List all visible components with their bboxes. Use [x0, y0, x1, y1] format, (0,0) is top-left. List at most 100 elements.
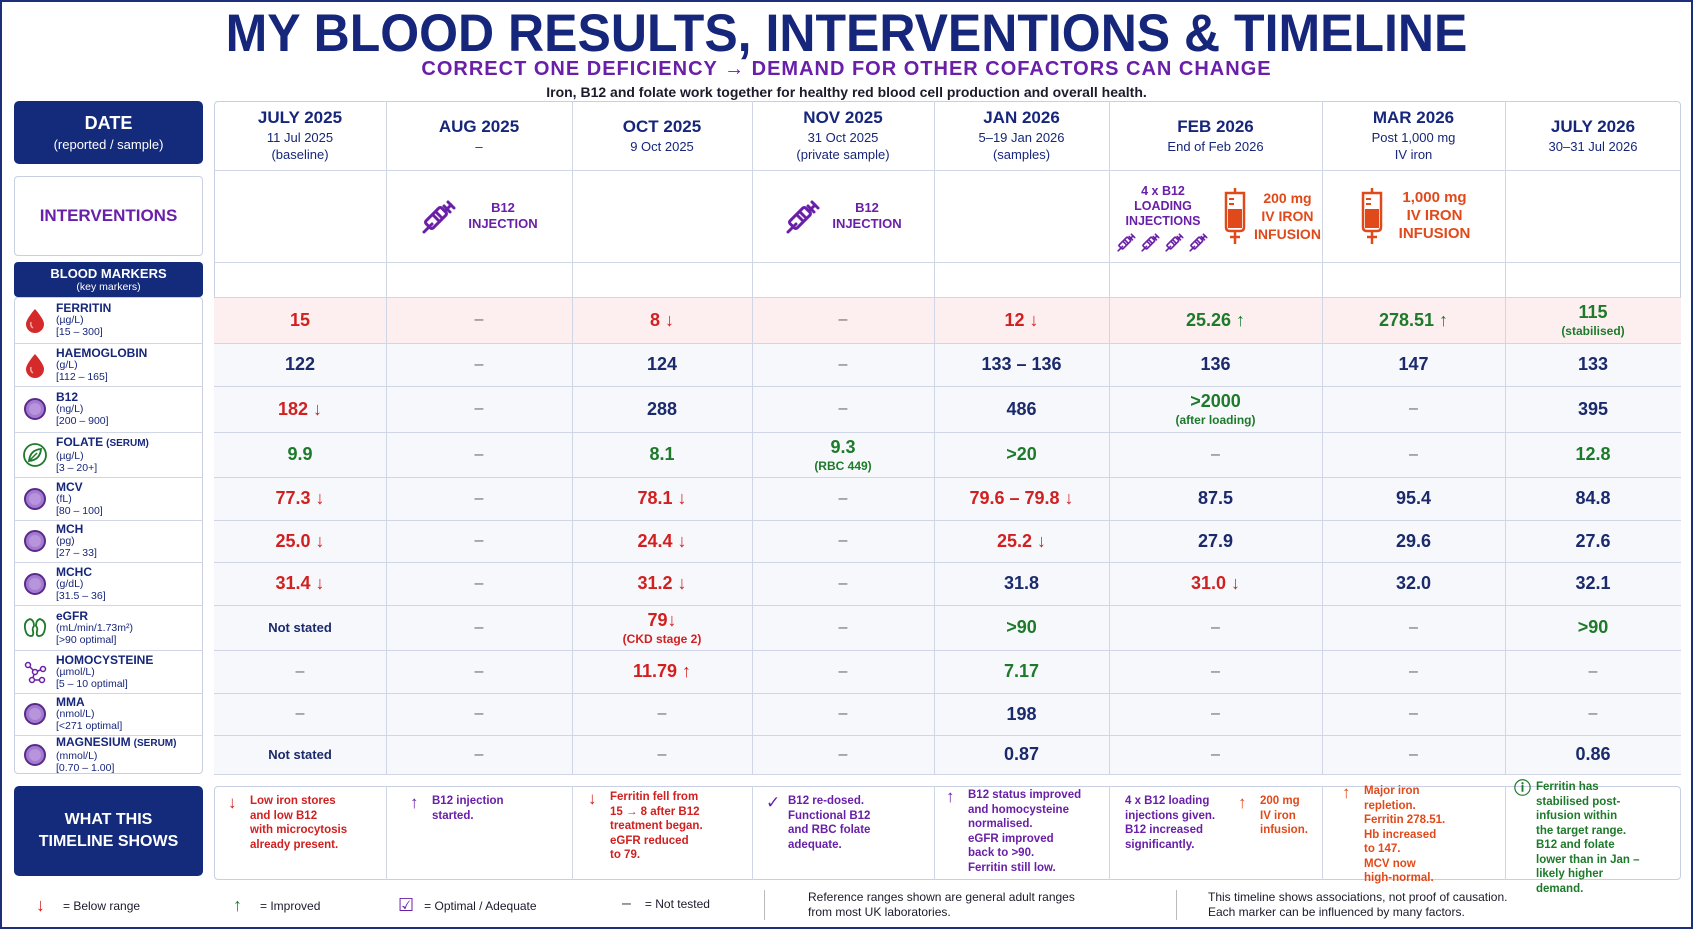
- result-value: 198: [1006, 703, 1037, 724]
- timeline-note: ↓ Ferritin fell from 15 → 8 after B12 treat…: [588, 790, 738, 863]
- timeline-label: WHAT THIS TIMELINE SHOWS: [38, 811, 179, 850]
- result-value: –: [657, 705, 667, 722]
- row-divider: [214, 605, 1681, 606]
- result-value: 77.3 ↓: [275, 488, 325, 508]
- result-cell: 31.2 ↓: [572, 562, 752, 605]
- timeline-note-line: infusion within: [1536, 810, 1618, 822]
- timeline-note: ↑ B12 injection started.: [410, 794, 560, 823]
- result-cell: 12 ↓: [934, 297, 1109, 343]
- syringe-icon: [1165, 232, 1184, 252]
- timeline-note: ✓ B12 re-dosed. Functional B12 and RBC fola…: [766, 794, 916, 852]
- result-cell: –: [752, 386, 934, 432]
- marker-name-main: MCV: [56, 479, 83, 494]
- result-cell: 31.0 ↓: [1109, 562, 1322, 605]
- interventions-label-box: INTERVENTIONS: [14, 176, 203, 256]
- date-month: FEB 2026: [1177, 116, 1254, 136]
- circle-icon: [24, 572, 46, 595]
- result-value: 8.1: [649, 444, 675, 464]
- result-note: (CKD stage 2): [622, 631, 702, 646]
- result-cell: –: [1322, 605, 1505, 650]
- result-cell: –: [386, 605, 572, 650]
- date-detail: (baseline): [271, 147, 329, 162]
- result-value: 25.26 ↑: [1185, 309, 1246, 330]
- result-value: –: [1409, 445, 1418, 463]
- marker-name: B12: [56, 391, 109, 403]
- result-value: 0.86: [1575, 744, 1611, 764]
- timeline-note-line: to 147.: [1364, 843, 1401, 855]
- marker-icon-wrap: [20, 440, 50, 470]
- result-cell: >2000 (after loading): [1109, 386, 1322, 432]
- row-divider: [214, 774, 1681, 775]
- result-value: 147: [1398, 354, 1429, 374]
- row-divider: [214, 693, 1681, 694]
- marker-text: MAGNESIUM (SERUM) (mmol/L) [0.70 – 1.00]: [56, 736, 176, 774]
- result-value: –: [474, 745, 484, 763]
- intervention-label: B12 INJECTION: [832, 200, 901, 232]
- timeline-note-line: B12 re-dosed.: [788, 795, 865, 807]
- markers-row-background: [214, 343, 1681, 774]
- result-cell: –: [1109, 432, 1322, 477]
- marker-range: [<271 optimal]: [56, 720, 123, 732]
- result-value: –: [1211, 618, 1220, 636]
- result-cell: 124: [572, 343, 752, 386]
- result-value: 15: [289, 309, 311, 330]
- down-arrow-icon: ↓: [36, 895, 45, 915]
- circle-icon: [24, 487, 46, 510]
- result-value: –: [838, 574, 848, 592]
- result-value: >20: [1006, 444, 1037, 464]
- marker-name: HOMOCYSTEINE: [56, 654, 153, 666]
- result-value: 27.6: [1575, 530, 1611, 551]
- result-cell: –: [752, 650, 934, 693]
- legend-improved: ↑ = Improved: [233, 895, 320, 916]
- result-cell: –: [386, 297, 572, 343]
- result-cell: –: [1109, 650, 1322, 693]
- result-cell: 78.1 ↓: [572, 477, 752, 520]
- marker-range: [112 – 165]: [56, 370, 108, 383]
- marker-label-row: HAEMOGLOBIN (g/L) [112 – 165]: [14, 343, 203, 386]
- result-cell: –: [386, 386, 572, 432]
- marker-name-extra: (SERUM): [106, 437, 149, 449]
- result-cell: 8.1: [572, 432, 752, 477]
- result-value: –: [838, 355, 848, 373]
- result-cell: 133: [1505, 343, 1681, 386]
- result-cell: 87.5: [1109, 477, 1322, 520]
- marker-icon-wrap: [20, 699, 50, 729]
- syringe-icon: [786, 200, 820, 234]
- result-value: 11.79 ↑: [632, 661, 692, 681]
- row-divider: [214, 735, 1681, 736]
- timeline-note-line: demand.: [1536, 882, 1584, 895]
- result-note: (after loading): [1175, 413, 1256, 427]
- legend-optimal: ☑ = Optimal / Adequate: [398, 895, 537, 916]
- result-value: 395: [1577, 398, 1609, 419]
- result-value: –: [1588, 662, 1598, 680]
- up-arrow-icon: ↑: [233, 895, 242, 915]
- marker-text: eGFR (mL/min/1.73m²) [>90 optimal]: [56, 610, 133, 646]
- legend-optimal-text: = Optimal / Adequate: [424, 898, 537, 913]
- result-cell: –: [752, 693, 934, 735]
- timeline-note-line: to 79.: [610, 849, 641, 861]
- date-detail: Post 1,000 mg: [1371, 130, 1456, 145]
- marker-icon-wrap: [20, 350, 50, 380]
- timeline-note-line: 4 x B12 loading: [1125, 795, 1210, 807]
- result-cell: 182 ↓: [214, 386, 386, 432]
- page-subtitle: CORRECT ONE DEFICIENCY → DEMAND FOR OTHE…: [421, 58, 1272, 80]
- result-cell: –: [572, 735, 752, 774]
- result-value: –: [1409, 400, 1418, 417]
- timeline-note-line: Major iron: [1364, 785, 1420, 797]
- result-value: 12 ↓: [1004, 309, 1039, 330]
- marker-name-main: B12: [56, 390, 79, 404]
- result-cell: –: [752, 477, 934, 520]
- marker-name: MCHC: [56, 566, 106, 578]
- column-divider: [752, 786, 753, 880]
- marker-range: [5 – 10 optimal]: [56, 677, 128, 690]
- row-divider: [14, 693, 203, 694]
- iv-bag-icon: [1224, 188, 1246, 244]
- down-arrow-icon: ↓: [588, 789, 597, 808]
- date-header-cell: JULY 2026 30–31 Jul 2026: [1505, 104, 1681, 166]
- result-cell: –: [386, 432, 572, 477]
- marker-label-row: MAGNESIUM (SERUM) (mmol/L) [0.70 – 1.00]: [14, 735, 203, 774]
- timeline-note-line: Functional B12: [788, 809, 871, 822]
- result-value: –: [1409, 745, 1418, 763]
- result-value: 124: [646, 354, 678, 374]
- result-cell: 79↓ (CKD stage 2): [572, 605, 752, 650]
